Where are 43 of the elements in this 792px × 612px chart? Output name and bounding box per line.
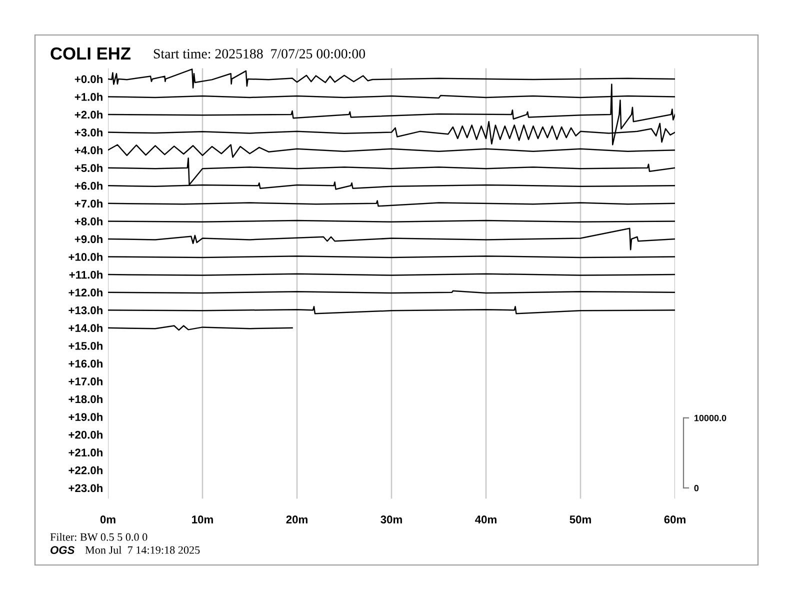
y-tick-label: +19.0h xyxy=(68,412,102,421)
y-tick-label: +12.0h xyxy=(68,288,102,296)
x-tick-label: 20m xyxy=(286,516,308,524)
x-tick-label: 30m xyxy=(380,516,402,524)
y-tick-label: +21.0h xyxy=(68,448,102,457)
chart-title: COLI EHZ xyxy=(50,47,131,60)
y-tick-label: +23.0h xyxy=(68,484,102,492)
text: Mon Jul 7 14:19:18 2025 xyxy=(85,546,200,554)
y-tick-label: +20.0h xyxy=(68,430,102,439)
chart-subtitle: Start time: 2025188 7/07/25 00:00:00 xyxy=(154,49,366,59)
y-tick-label: +15.0h xyxy=(68,342,102,350)
x-tick-label: 10m xyxy=(192,516,213,524)
y-tick-label: +11.0h xyxy=(69,270,102,279)
y2-tick-label: 0 xyxy=(694,484,699,492)
y-tick-label: +18.0h xyxy=(68,395,102,404)
text: OGS xyxy=(50,546,75,554)
line-series xyxy=(108,144,675,158)
y-tick-label: +3.0h xyxy=(74,128,102,136)
y-tick-label: +9.0h xyxy=(74,234,102,244)
y-tick-label: +6.0h xyxy=(74,182,102,190)
y-tick-label: +8.0h xyxy=(74,217,102,226)
line-series xyxy=(108,84,675,146)
text: Filter: BW 0.5 5 0.0 0 xyxy=(50,532,148,541)
x-tick-label: 40m xyxy=(475,516,496,524)
line-series xyxy=(108,228,675,250)
y-tick-label: +13.0h xyxy=(68,306,102,314)
x-tick-label: 60m xyxy=(664,516,686,524)
y2-tick-label: 10000.0 xyxy=(694,414,726,422)
y-tick-label: +14.0h xyxy=(68,324,102,332)
y-tick-label: +7.0h xyxy=(74,199,102,208)
y-tick-label: +0.0h xyxy=(74,74,102,84)
y-tick-label: +17.0h xyxy=(68,377,102,386)
y-tick-label: +4.0h xyxy=(74,146,102,154)
y-tick-label: +1.0h xyxy=(74,92,102,101)
y-tick-label: +10.0h xyxy=(68,252,102,261)
x-tick-label: 0m xyxy=(100,516,116,524)
y-tick-label: +2.0h xyxy=(74,110,102,119)
line-series xyxy=(108,68,675,88)
x-tick-label: 50m xyxy=(570,516,591,524)
line-series xyxy=(108,306,675,314)
y-tick-label: +22.0h xyxy=(68,466,102,474)
y-tick-label: +5.0h xyxy=(74,164,102,172)
y-tick-label: +16.0h xyxy=(68,359,102,368)
